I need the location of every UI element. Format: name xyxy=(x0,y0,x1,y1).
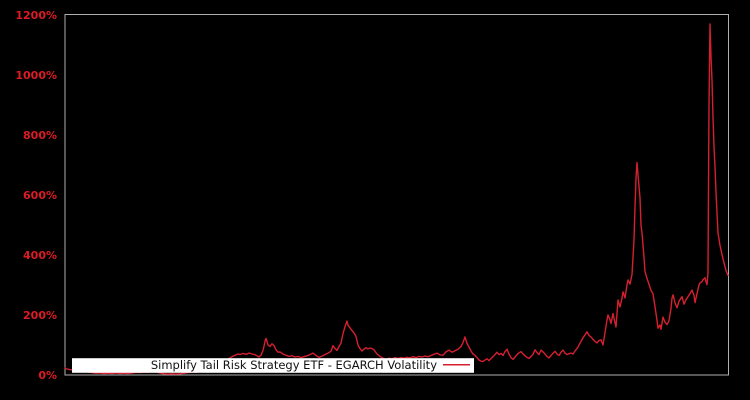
legend: Simplify Tail Risk Strategy ETF - EGARCH… xyxy=(72,358,474,373)
y-tick-label: 0% xyxy=(38,369,57,382)
plot-border xyxy=(64,14,729,376)
legend-label: Simplify Tail Risk Strategy ETF - EGARCH… xyxy=(151,358,437,372)
legend-box xyxy=(72,358,474,373)
y-axis-tick-labels: 0% 200% 400% 600% 800% 1000% 1200% xyxy=(15,9,57,382)
y-tick-label: 600% xyxy=(23,189,57,202)
y-tick-label: 400% xyxy=(23,249,57,262)
volatility-line xyxy=(64,23,729,375)
y-tick-label: 800% xyxy=(23,129,57,142)
y-tick-label: 1000% xyxy=(15,69,57,82)
y-tick-label: 1200% xyxy=(15,9,57,22)
y-tick-label: 200% xyxy=(23,309,57,322)
